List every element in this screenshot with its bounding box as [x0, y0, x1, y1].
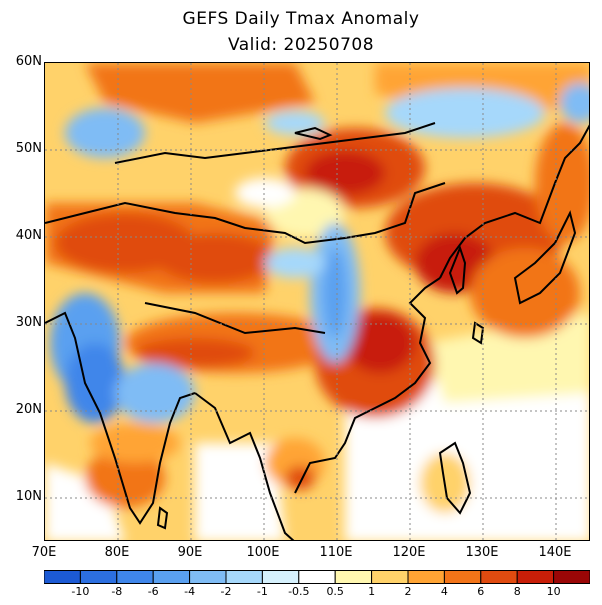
- colorbar-swatch: [116, 570, 154, 584]
- map-subtitle: Valid: 20250708: [227, 35, 375, 55]
- lon-label-90e: 90E: [177, 545, 203, 560]
- colorbar-swatch: [225, 570, 263, 584]
- colorbar-tick-label: -4: [184, 585, 196, 598]
- colorbar-swatch: [261, 570, 300, 584]
- colorbar-tick-label: -1: [256, 585, 268, 598]
- colorbar-swatch: [443, 570, 482, 584]
- colorbar-tick-label: 10: [546, 585, 561, 598]
- colorbar-tick-label: -2: [220, 585, 232, 598]
- colorbar-swatch: [480, 570, 518, 584]
- colorbar-tick-label: 1: [368, 585, 376, 598]
- lon-label-130e: 130E: [465, 545, 499, 560]
- lat-label-20n: 20N: [15, 402, 42, 417]
- colorbar-swatch: [298, 570, 336, 584]
- colorbar-tick-label: -6: [147, 585, 159, 598]
- gridlines: [45, 63, 589, 540]
- colorbar-tick-label: 6: [477, 585, 485, 598]
- colorbar-swatch: [334, 570, 373, 584]
- map-title: GEFS Daily Tmax Anomaly: [182, 9, 420, 29]
- colorbar-tick-label: -8: [111, 585, 123, 598]
- colorbar-tick-label: 4: [440, 585, 448, 598]
- colorbar-swatch: [189, 570, 227, 584]
- colorbar-tick-label: 0.5: [326, 585, 344, 598]
- anomaly-field: [45, 63, 589, 540]
- colorbar-swatch: [407, 570, 445, 584]
- colorbar-swatch: [43, 570, 81, 584]
- lat-label-10n: 10N: [15, 489, 42, 504]
- lon-label-110e: 110E: [319, 545, 353, 560]
- lon-label-100e: 100E: [246, 545, 280, 560]
- coastlines: [45, 122, 589, 540]
- lon-label-70e: 70E: [31, 545, 57, 560]
- lon-label-80e: 80E: [104, 545, 130, 560]
- colorbar-tick-label: -10: [71, 585, 90, 598]
- colorbar-swatch: [371, 570, 409, 584]
- lon-label-120e: 120E: [392, 545, 426, 560]
- colorbar-swatch: [553, 570, 591, 584]
- colorbar-swatch: [516, 570, 555, 584]
- colorbar-tick-label: 8: [513, 585, 521, 598]
- lat-label-50n: 50N: [15, 141, 42, 156]
- colorbar-swatch: [152, 570, 191, 584]
- colorbar-swatch: [79, 570, 118, 584]
- lat-label-40n: 40N: [15, 228, 42, 243]
- colorbar-tick-label: -0.5: [288, 585, 310, 598]
- lon-label-140e: 140E: [538, 545, 572, 560]
- lat-label-60n: 60N: [15, 54, 42, 69]
- lat-label-30n: 30N: [15, 315, 42, 330]
- anomaly-map: [44, 62, 590, 541]
- colorbar-tick-label: 2: [404, 585, 412, 598]
